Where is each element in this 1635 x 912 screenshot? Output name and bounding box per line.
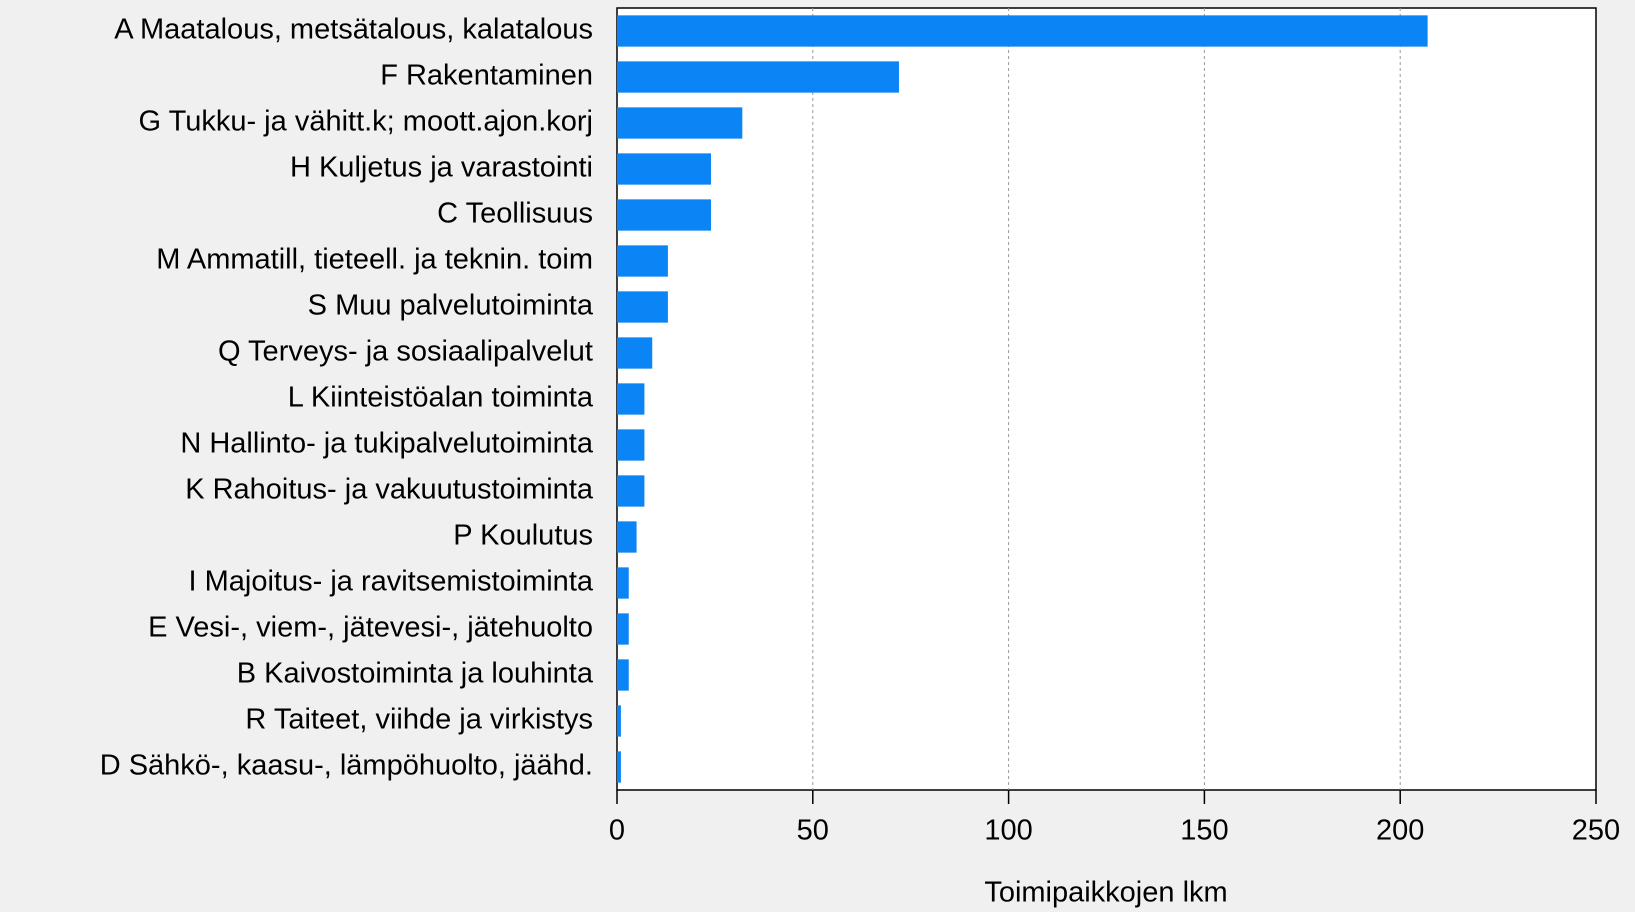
x-tick-label: 50 <box>797 815 829 847</box>
bar <box>617 613 629 645</box>
y-tick-label: L Kiinteistöalan toiminta <box>288 382 594 414</box>
bar <box>617 61 899 93</box>
y-tick-label: E Vesi-, viem-, jätevesi-, jätehuolto <box>148 612 593 644</box>
y-tick-label: B Kaivostoiminta ja louhinta <box>237 658 594 690</box>
x-tick-label: 150 <box>1180 815 1228 847</box>
bar <box>617 383 645 415</box>
y-tick-label: A Maatalous, metsätalous, kalatalous <box>114 14 593 46</box>
bar <box>617 337 653 369</box>
y-tick-label: S Muu palvelutoiminta <box>308 290 594 322</box>
bar <box>617 107 743 139</box>
y-tick-label: D Sähkö-, kaasu-, lämpöhuolto, jäähd. <box>100 750 593 782</box>
y-tick-label: G Tukku- ja vähitt.k; moott.ajon.korj <box>138 106 593 138</box>
y-tick-label: I Majoitus- ja ravitsemistoiminta <box>189 566 594 598</box>
bar <box>617 705 621 737</box>
y-tick-label: M Ammatill, tieteell. ja teknin. toim <box>156 244 593 276</box>
y-tick-label: Q Terveys- ja sosiaalipalvelut <box>218 336 593 368</box>
x-axis-label: Toimipaikkojen lkm <box>984 877 1227 909</box>
y-tick-label: P Koulutus <box>453 520 593 552</box>
bar <box>617 659 629 691</box>
x-tick-label: 250 <box>1572 815 1620 847</box>
bar <box>617 521 637 553</box>
y-tick-label: F Rakentaminen <box>380 60 593 92</box>
bar <box>617 751 621 783</box>
y-tick-label: N Hallinto- ja tukipalvelutoiminta <box>180 428 593 460</box>
bar <box>617 475 645 507</box>
bar <box>617 199 711 231</box>
bar <box>617 567 629 599</box>
y-tick-label: R Taiteet, viihde ja virkistys <box>245 704 593 736</box>
y-tick-label: C Teollisuus <box>437 198 593 230</box>
bar <box>617 15 1428 47</box>
y-tick-label: H Kuljetus ja varastointi <box>290 152 593 184</box>
y-tick-label: K Rahoitus- ja vakuutustoiminta <box>185 474 594 506</box>
bar <box>617 245 668 277</box>
x-tick-label: 100 <box>984 815 1032 847</box>
bar <box>617 429 645 461</box>
x-tick-label: 200 <box>1376 815 1424 847</box>
x-tick-label: 0 <box>609 815 625 847</box>
plot-area <box>616 7 1597 791</box>
bar <box>617 153 711 185</box>
bar <box>617 291 668 323</box>
